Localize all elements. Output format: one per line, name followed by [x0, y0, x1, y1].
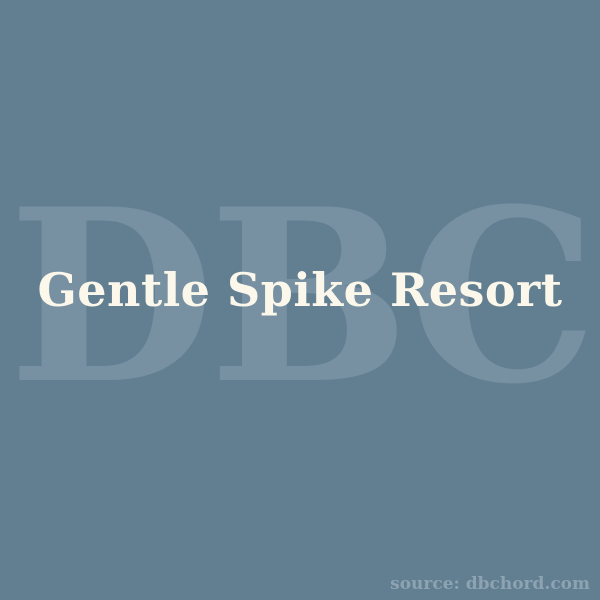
dbc-watermark: DBC [8, 158, 597, 437]
page-title: Gentle Spike Resort [37, 263, 563, 317]
source-credit: source: dbchord.com [390, 574, 590, 594]
